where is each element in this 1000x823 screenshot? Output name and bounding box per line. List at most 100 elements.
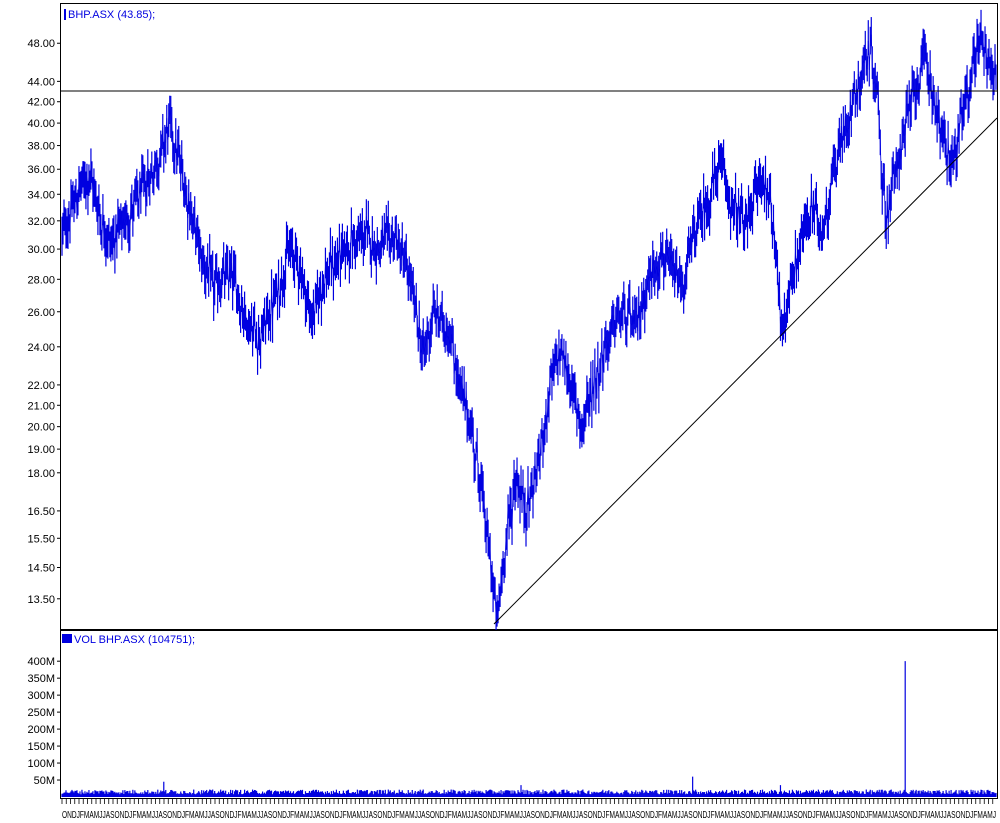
price-segment xyxy=(451,334,454,347)
price-segment xyxy=(503,560,506,570)
x-axis-ticks xyxy=(61,798,994,804)
price-segment xyxy=(743,231,745,242)
price-segment xyxy=(315,292,317,295)
price-segment xyxy=(775,249,777,258)
price-segment xyxy=(666,249,669,257)
price-segment xyxy=(175,139,178,160)
price-segment xyxy=(777,264,779,296)
price-segment xyxy=(279,292,281,307)
price-segment xyxy=(983,41,986,62)
price-y-axis: 48.00 44.00 42.00 40.00 38.00 36.00 34.00 32.00… xyxy=(27,38,61,606)
price-segment xyxy=(554,349,557,362)
price-segment xyxy=(306,295,308,302)
price-segment xyxy=(717,157,719,184)
price-segment xyxy=(933,94,936,116)
price-segment xyxy=(220,288,223,294)
price-segment xyxy=(607,341,610,351)
price-segment xyxy=(924,44,927,55)
price-segment xyxy=(921,47,924,60)
price-segment xyxy=(240,300,243,321)
price-segment xyxy=(350,224,353,251)
price-segment xyxy=(656,266,659,277)
price-segment xyxy=(660,247,663,257)
price-segment xyxy=(541,427,544,450)
price-segment xyxy=(391,232,394,246)
price-segment xyxy=(305,301,307,307)
price-segment xyxy=(744,219,746,232)
price-segment xyxy=(285,237,287,271)
price-segment xyxy=(351,236,354,251)
price-segment xyxy=(160,143,163,147)
price-segment xyxy=(986,61,989,69)
support-trend-line xyxy=(493,117,998,625)
price-y-tick-label: 26.00 xyxy=(27,307,55,319)
price-segment xyxy=(438,316,441,328)
price-segment xyxy=(738,197,740,224)
price-segment xyxy=(178,144,181,162)
price-segment xyxy=(244,307,247,315)
volume-y-tick-label: 100M xyxy=(27,758,55,770)
price-segment xyxy=(573,384,576,388)
price-segment xyxy=(572,384,575,395)
price-segment xyxy=(761,180,763,186)
price-segment xyxy=(684,283,687,288)
price-segment xyxy=(373,247,376,251)
price-segment xyxy=(894,164,897,177)
price-segment xyxy=(87,176,90,196)
price-segment xyxy=(975,38,978,60)
price-segment xyxy=(138,184,141,208)
price-segment xyxy=(677,282,680,288)
price-segment xyxy=(823,215,826,226)
price-segment xyxy=(66,228,69,235)
price-segment xyxy=(582,422,585,427)
price-segment xyxy=(752,200,754,217)
price-segment xyxy=(456,373,459,378)
price-segment xyxy=(726,188,728,191)
price-segment xyxy=(384,222,387,234)
price-segment xyxy=(480,473,483,486)
price-segment xyxy=(121,218,124,229)
price-segment xyxy=(707,205,710,211)
price-segment xyxy=(236,294,239,304)
price-segment xyxy=(695,235,698,244)
price-segment xyxy=(436,304,439,318)
price-segment xyxy=(83,179,86,184)
price-segment xyxy=(916,79,919,86)
price-segment xyxy=(843,116,846,137)
price-segment xyxy=(144,174,147,202)
price-segment xyxy=(355,235,358,241)
price-segment xyxy=(492,589,495,591)
price-segment xyxy=(449,341,452,345)
price-y-tick-label: 48.00 xyxy=(27,38,55,50)
price-segment xyxy=(108,230,111,242)
price-segment xyxy=(420,349,423,353)
volume-y-tick-label: 350M xyxy=(27,673,55,685)
price-segment xyxy=(158,157,161,177)
price-segment xyxy=(774,244,776,250)
price-segment xyxy=(234,265,237,275)
price-segment xyxy=(670,254,673,261)
price-segment xyxy=(433,307,436,312)
price-segment xyxy=(162,127,165,156)
price-segment xyxy=(506,505,509,537)
price-segment xyxy=(585,393,588,411)
price-segment xyxy=(727,190,729,201)
price-segment xyxy=(73,199,76,208)
price-segment xyxy=(508,507,511,518)
price-segment xyxy=(967,103,970,106)
price-segment xyxy=(308,297,310,320)
price-segment xyxy=(476,443,479,473)
price-segment xyxy=(394,227,397,237)
price-segment xyxy=(551,362,554,380)
price-segment xyxy=(841,127,844,147)
volume-y-tick-label: 300M xyxy=(27,690,55,702)
price-segment xyxy=(319,287,321,290)
price-segment xyxy=(145,191,148,202)
price-y-tick-label: 36.00 xyxy=(27,164,55,176)
price-segment xyxy=(769,190,771,194)
price-segment xyxy=(629,297,632,325)
price-segment xyxy=(368,234,371,249)
price-segment xyxy=(943,128,946,139)
price-segment xyxy=(936,101,939,126)
price-segment xyxy=(114,228,117,252)
